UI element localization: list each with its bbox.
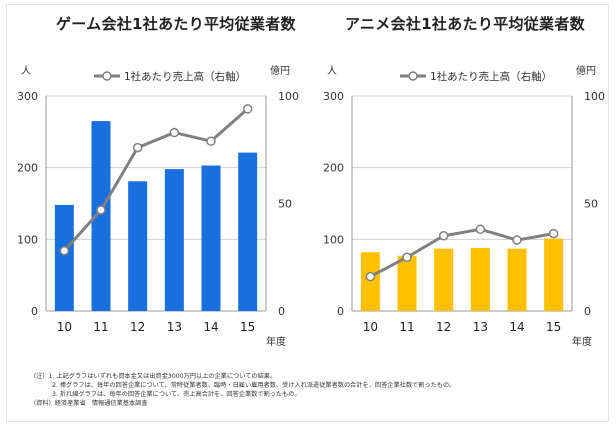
game-left-tick-label: 0: [31, 305, 38, 318]
game-left-tick-label: 200: [17, 162, 38, 175]
game-left-unit-label: 人: [21, 65, 31, 77]
anime-right-tick-label: 0: [584, 305, 591, 318]
anime-sales-point: [402, 252, 412, 262]
footnotes: （注）1. 上記グラフはいずれも資本金又は出資金3000万円以上の企業についての…: [30, 372, 455, 408]
anime-category-label: 11: [399, 320, 414, 334]
anime-right-tick-label: 100: [584, 90, 605, 103]
anime-sales-line: [369, 227, 554, 278]
game-bar: [164, 169, 184, 311]
game-sales-point: [59, 246, 70, 256]
game-legend-marker: [102, 71, 112, 81]
footnote-1: （注）1. 上記グラフはいずれも資本金又は出資金3000万円以上の企業についての…: [30, 373, 277, 380]
game-sales-point: [242, 104, 253, 114]
game-sales-point: [206, 136, 216, 146]
game-bar: [54, 204, 74, 311]
game-left-tick-label: 300: [17, 90, 38, 103]
game-bar: [238, 152, 258, 311]
anime-category-label: 10: [363, 320, 378, 334]
anime-sales-point: [438, 231, 449, 241]
anime-left-tick-label: 100: [323, 233, 344, 246]
game-right-unit-label: 億円: [270, 64, 290, 77]
anime-bar: [434, 248, 454, 311]
game-category-label: 14: [203, 320, 218, 334]
anime-left-unit-label: 人: [327, 65, 337, 77]
anime-bar: [544, 238, 564, 311]
game-category-label: 11: [93, 320, 108, 334]
game-bar: [201, 165, 221, 311]
game-right-tick-label: 100: [278, 90, 299, 103]
game-sales-point: [169, 127, 180, 138]
anime-bar: [397, 255, 417, 311]
game-legend-label: 1社あたり売上高（右軸）: [124, 70, 246, 83]
anime-bar: [470, 247, 490, 311]
game-category-label: 10: [57, 320, 72, 334]
anime-bar: [360, 252, 380, 311]
anime-legend-label: 1社あたり売上高（右軸）: [430, 70, 552, 83]
footnote-2: 2. 棒グラフは、毎年の回答企業について、常時従業者数、臨時・日雇い雇用者数、受…: [52, 382, 456, 389]
anime-category-label: 14: [509, 320, 524, 334]
anime-x-axis-label: 年度: [572, 335, 592, 348]
game-sales-point: [96, 205, 106, 215]
game-x-axis-label: 年度: [266, 335, 286, 348]
anime-bar: [507, 248, 527, 311]
anime-left-tick-label: 0: [337, 305, 344, 318]
anime-left-tick-label: 200: [323, 162, 344, 175]
anime-sales-point: [475, 224, 486, 235]
anime-sales-point: [512, 235, 522, 245]
game-right-tick-label: 50: [278, 198, 292, 211]
game-left-tick-label: 100: [17, 233, 38, 246]
game-category-label: 12: [130, 320, 145, 334]
anime-legend-marker: [408, 71, 418, 81]
game-sales-line: [63, 107, 249, 252]
game-category-label: 13: [167, 320, 182, 334]
game-bar: [91, 121, 111, 311]
anime-category-label: 15: [546, 320, 561, 334]
anime-category-label: 12: [436, 320, 451, 334]
game-right-tick-label: 0: [278, 305, 285, 318]
anime-left-tick-label: 300: [323, 90, 344, 103]
anime-right-tick-label: 50: [584, 198, 598, 211]
game-category-label: 15: [240, 320, 255, 334]
game-sales-point: [132, 142, 143, 153]
anime-chart-title: アニメ会社1社あたり平均従業者数: [345, 15, 585, 33]
footnote-source: （資料）経済産業省 情報通信業基本調査: [30, 400, 148, 407]
anime-right-unit-label: 億円: [576, 64, 596, 77]
game-bar: [128, 181, 148, 311]
anime-sales-point: [548, 228, 559, 239]
game-chart-title: ゲーム会社1社あたり平均従業者数: [56, 15, 296, 33]
anime-category-label: 13: [473, 320, 488, 334]
anime-sales-point: [365, 271, 376, 282]
footnote-3: 3. 折れ線グラフは、毎年の回答企業について、売上高合計を、回答企業数で割ったも…: [52, 391, 301, 398]
